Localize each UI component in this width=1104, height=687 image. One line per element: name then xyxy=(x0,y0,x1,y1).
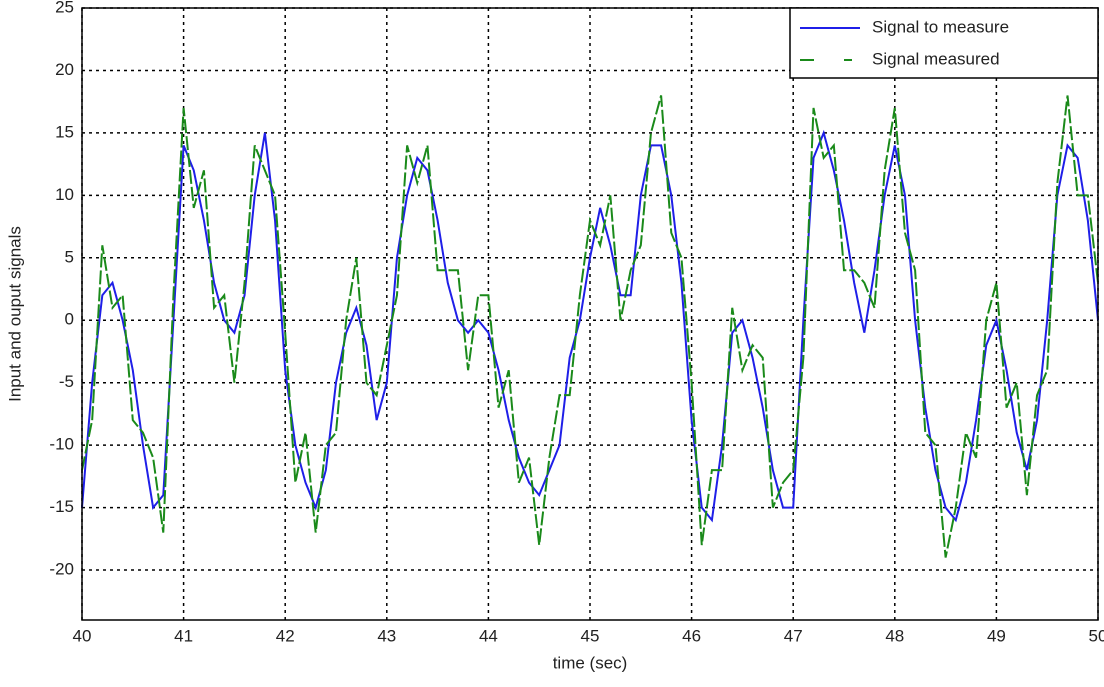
y-tick-label: -20 xyxy=(49,560,74,579)
legend-box xyxy=(789,7,1099,79)
y-tick-label: 5 xyxy=(65,247,74,266)
y-tick-label: 10 xyxy=(55,185,74,204)
x-tick-label: 44 xyxy=(479,626,498,645)
x-axis-label: time (sec) xyxy=(553,653,628,672)
plot-area xyxy=(82,8,1098,620)
y-tick-label: 20 xyxy=(55,60,74,79)
x-tick-label: 43 xyxy=(377,626,396,645)
x-tick-label: 47 xyxy=(784,626,803,645)
y-axis-label: Input and ouput signals xyxy=(5,226,24,402)
y-tick-label: 15 xyxy=(55,122,74,141)
x-tick-label: 50 xyxy=(1089,626,1104,645)
x-tick-label: 49 xyxy=(987,626,1006,645)
legend-label: Signal to measure xyxy=(872,17,1009,36)
y-tick-label: -10 xyxy=(49,435,74,454)
x-tick-label: 42 xyxy=(276,626,295,645)
y-tick-label: -5 xyxy=(59,372,74,391)
x-tick-label: 48 xyxy=(885,626,904,645)
series-line xyxy=(81,129,1099,523)
x-tick-label: 41 xyxy=(174,626,193,645)
series-line xyxy=(81,95,1099,558)
x-tick-label: 46 xyxy=(682,626,701,645)
x-tick-label: 45 xyxy=(581,626,600,645)
y-tick-label: -15 xyxy=(49,497,74,516)
plot-border xyxy=(81,7,1099,621)
legend-label: Signal measured xyxy=(872,49,1000,68)
y-tick-label: 0 xyxy=(65,310,74,329)
x-tick-label: 40 xyxy=(73,626,92,645)
y-tick-label: 25 xyxy=(55,0,74,16)
